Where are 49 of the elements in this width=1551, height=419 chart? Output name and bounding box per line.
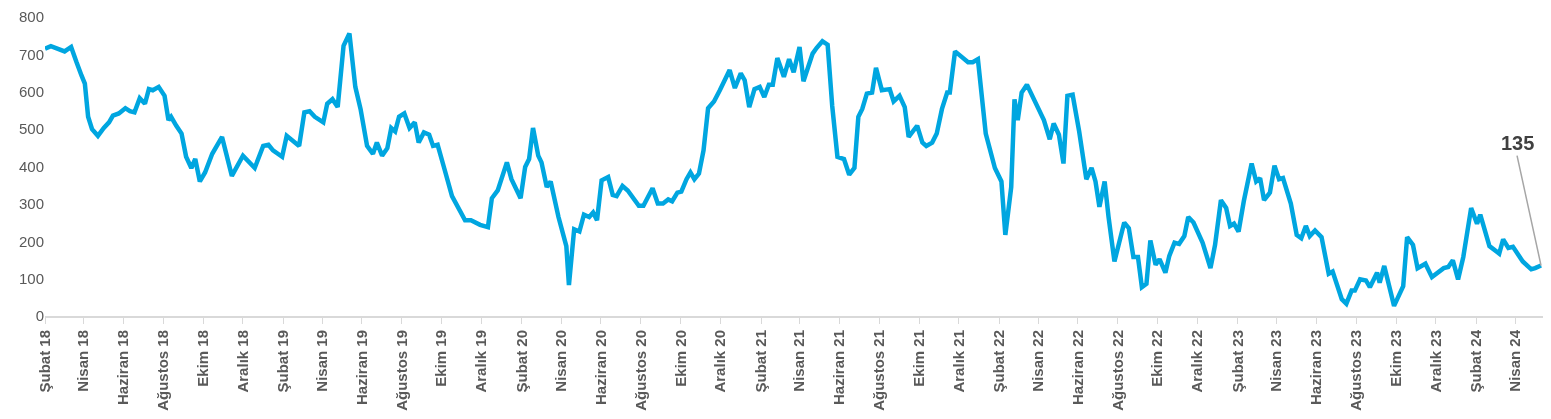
x-tick-label: Şubat 19 (274, 330, 292, 393)
x-tick-label: Haziran 23 (1307, 330, 1325, 406)
x-tick-label: Nisan 23 (1267, 330, 1285, 392)
x-tick-label: Nisan 19 (312, 330, 330, 392)
x-tick-label: Aralık 20 (711, 330, 729, 393)
x-tick-label: Haziran 18 (114, 330, 132, 406)
x-tick-label: Ekim 18 (193, 330, 211, 387)
x-tick-label: Nisan 22 (1028, 330, 1046, 392)
line-series (45, 31, 1543, 309)
x-tick-label: Nisan 20 (551, 330, 569, 392)
y-tick-label: 500 (18, 120, 44, 138)
x-tick-label: Şubat 20 (512, 330, 530, 393)
x-tick-label: Şubat 23 (1228, 330, 1246, 393)
x-tick-label: Ekim 23 (1386, 330, 1404, 387)
x-tick-label: Aralık 18 (233, 330, 251, 393)
x-tick-label: Nisan 21 (790, 330, 808, 392)
x-tick-label: Nisan 18 (74, 330, 92, 392)
x-tick-label: Ekim 22 (1148, 330, 1166, 387)
x-tick-label: Şubat 22 (990, 330, 1008, 393)
y-tick-label: 200 (18, 232, 44, 250)
x-tick-label: Aralık 23 (1426, 330, 1444, 393)
y-tick-label: 600 (18, 83, 44, 100)
x-tick-label: Ekim 21 (909, 330, 927, 387)
x-tick-label: Ağustos 22 (1108, 330, 1126, 411)
x-tick-label: Ağustos 19 (392, 330, 410, 411)
y-tick-label: 300 (18, 195, 44, 213)
x-tick-label: Ağustos 23 (1347, 330, 1365, 411)
x-tick-label: Aralık 21 (949, 330, 967, 393)
x-tick-label: Şubat 18 (35, 330, 53, 393)
x-tick-label: Ekim 20 (671, 330, 689, 387)
x-tick-label: Şubat 21 (751, 330, 769, 393)
x-tick-label: Nisan 24 (1506, 329, 1524, 392)
y-tick-label: 800 (18, 8, 44, 26)
x-tick-label: Haziran 21 (830, 330, 848, 406)
y-tick-label: 400 (18, 157, 44, 175)
x-tick-label: Ağustos 18 (154, 330, 172, 411)
y-tick-label: 0 (35, 307, 44, 325)
x-tick-label: Haziran 19 (352, 330, 370, 406)
y-tick-label: 700 (18, 45, 44, 63)
x-tick-label: Ekim 19 (432, 330, 450, 387)
x-tick-label: Ağustos 21 (870, 330, 888, 411)
x-tick-label: Ağustos 20 (631, 330, 649, 411)
y-tick-label: 100 (18, 269, 44, 287)
x-tick-label: Haziran 20 (591, 330, 609, 406)
x-tick-label: Haziran 22 (1068, 330, 1086, 406)
x-tick-label: Şubat 24 (1467, 329, 1485, 393)
x-tick-label: Aralık 19 (472, 330, 490, 393)
annotation: 135 (1501, 132, 1535, 154)
x-tick-label: Aralık 22 (1188, 330, 1206, 393)
